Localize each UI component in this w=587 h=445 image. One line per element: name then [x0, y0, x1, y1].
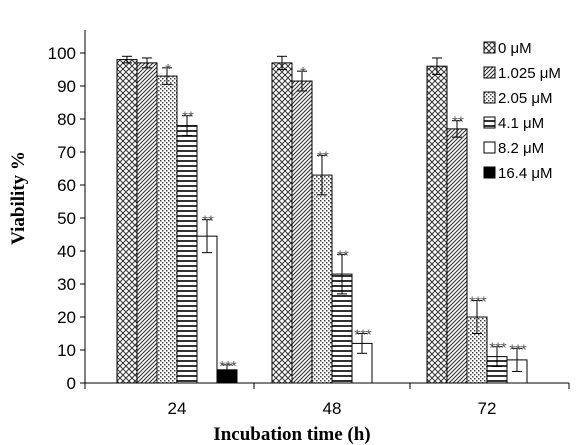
legend-label: 16.4 μM — [498, 165, 553, 182]
x-tick-label: 72 — [478, 399, 497, 418]
legend-swatch — [483, 141, 496, 154]
y-axis-ticks: 0 10 20 30 40 50 60 70 80 90 100 — [48, 44, 85, 393]
y-axis-title: Viability % — [8, 151, 29, 245]
bar — [136, 62, 158, 384]
y-tick-label: 70 — [57, 143, 76, 162]
significance-label: *** — [489, 340, 507, 357]
y-tick-label: 90 — [57, 77, 76, 96]
bar — [156, 75, 178, 384]
legend-label: 0 μM — [498, 40, 532, 57]
legend: 0 μM 1.025 μM 2.05 μM 4.1 μM 8.2 μM 16.4 μM — [483, 40, 561, 182]
legend-swatch — [483, 166, 496, 179]
x-tick-label: 48 — [323, 399, 342, 418]
significance-label: ** — [182, 109, 194, 126]
legend-label: 8.2 μM — [498, 140, 544, 157]
y-tick-label: 50 — [57, 209, 76, 228]
significance-label: *** — [354, 327, 372, 344]
y-tick-label: 10 — [57, 341, 76, 360]
x-tick-label: 24 — [168, 399, 187, 418]
legend-label: 1.025 μM — [498, 65, 561, 82]
y-tick-label: 20 — [57, 308, 76, 327]
significance-label: *** — [509, 341, 527, 358]
bar — [446, 128, 468, 384]
legend-swatch — [483, 91, 496, 104]
significance-label: ** — [452, 114, 464, 131]
x-axis-title: Incubation time (h) — [213, 424, 370, 445]
significance-label: * — [165, 61, 171, 78]
significance-label: *** — [219, 358, 237, 375]
legend-label: 2.05 μM — [498, 90, 553, 107]
bar — [196, 235, 218, 384]
y-tick-label: 30 — [57, 275, 76, 294]
bar-series: *************************** — [116, 55, 528, 384]
legend-label: 4.1 μM — [498, 115, 544, 132]
significance-label: ** — [317, 148, 329, 165]
y-tick-label: 0 — [67, 374, 76, 393]
bar — [311, 174, 333, 384]
x-axis-ticks: 24 48 72 — [84, 383, 570, 418]
significance-label: * — [300, 64, 306, 81]
significance-label: *** — [469, 294, 487, 311]
y-tick-label: 100 — [48, 44, 76, 63]
bar — [291, 80, 313, 384]
legend-swatch — [483, 116, 496, 129]
bar — [271, 62, 293, 384]
y-tick-label: 80 — [57, 110, 76, 129]
y-tick-label: 60 — [57, 176, 76, 195]
legend-swatch — [483, 41, 496, 54]
significance-label: ** — [202, 213, 214, 230]
significance-label: ** — [337, 247, 349, 264]
bar — [116, 59, 138, 384]
bar — [426, 65, 448, 384]
y-tick-label: 40 — [57, 242, 76, 261]
bar — [176, 125, 198, 384]
legend-swatch — [483, 66, 496, 79]
